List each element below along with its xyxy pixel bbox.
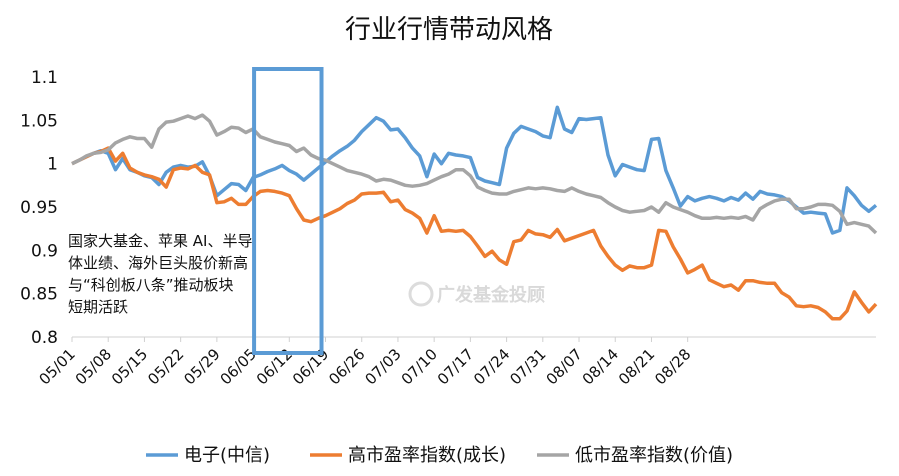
watermark-text: 广发基金投顾 (437, 284, 545, 306)
annotation-line-3: 与“科创板八条”推动板块 (68, 276, 234, 294)
annotation-line-2: 体业绩、海外巨头股价新高 (68, 254, 248, 272)
series-layer (71, 105, 878, 321)
annotation-line-1: 国家大基金、苹果 AI、半导 (68, 232, 252, 250)
legend-label-1: 电子(中信) (184, 445, 270, 466)
annotation: 国家大基金、苹果 AI、半导 体业绩、海外巨头股价新高 与“科创板八条”推动板块… (68, 232, 252, 316)
series-line-2 (71, 146, 878, 321)
x-tick-label: 05/01 (36, 345, 79, 388)
x-tick-label: 07/24 (470, 345, 513, 388)
legend: 电子(中信) 高市盈率指数(成长) 低市盈率指数(价值) (146, 445, 733, 466)
x-tick-label: 07/31 (506, 345, 549, 388)
watermark-logo-icon (408, 281, 434, 307)
x-tick-label: 06/26 (325, 345, 368, 388)
x-tick-label: 07/17 (434, 345, 477, 388)
x-tick-label: 05/22 (144, 345, 187, 388)
y-tick-label: 1 (47, 155, 58, 175)
series-line-3 (71, 113, 878, 235)
y-tick-label: 1.05 (20, 111, 58, 131)
x-tick-label: 08/07 (543, 345, 586, 388)
chart-title: 行业行情带动风格 (345, 15, 553, 45)
highlight-box (252, 67, 324, 355)
legend-label-2: 高市盈率指数(成长) (348, 445, 506, 466)
x-tick-label: 07/10 (398, 345, 441, 388)
y-tick-label: 0.8 (31, 328, 58, 348)
watermark: 广发基金投顾 (408, 281, 545, 307)
x-tick-label: 05/08 (72, 345, 115, 388)
y-tick-label: 0.95 (20, 198, 58, 218)
x-tick-label: 05/15 (108, 345, 151, 388)
x-tick-label: 08/21 (615, 345, 658, 388)
x-tick-label: 05/29 (180, 345, 223, 388)
x-axis: 05/0105/0805/1505/2205/2906/0506/1206/19… (36, 337, 695, 388)
y-tick-label: 0.9 (31, 241, 58, 261)
x-tick-label: 07/03 (361, 345, 404, 388)
x-tick-label: 08/28 (651, 345, 694, 388)
annotation-line-4: 短期活跃 (68, 298, 128, 316)
y-axis: 0.8 0.85 0.9 0.95 1 1.05 1.1 (20, 68, 58, 348)
y-tick-label: 1.1 (31, 68, 58, 88)
series-line-1 (71, 105, 878, 235)
x-tick-label: 08/14 (579, 345, 622, 388)
legend-label-3: 低市盈率指数(价值) (575, 445, 733, 466)
y-tick-label: 0.85 (20, 285, 58, 305)
